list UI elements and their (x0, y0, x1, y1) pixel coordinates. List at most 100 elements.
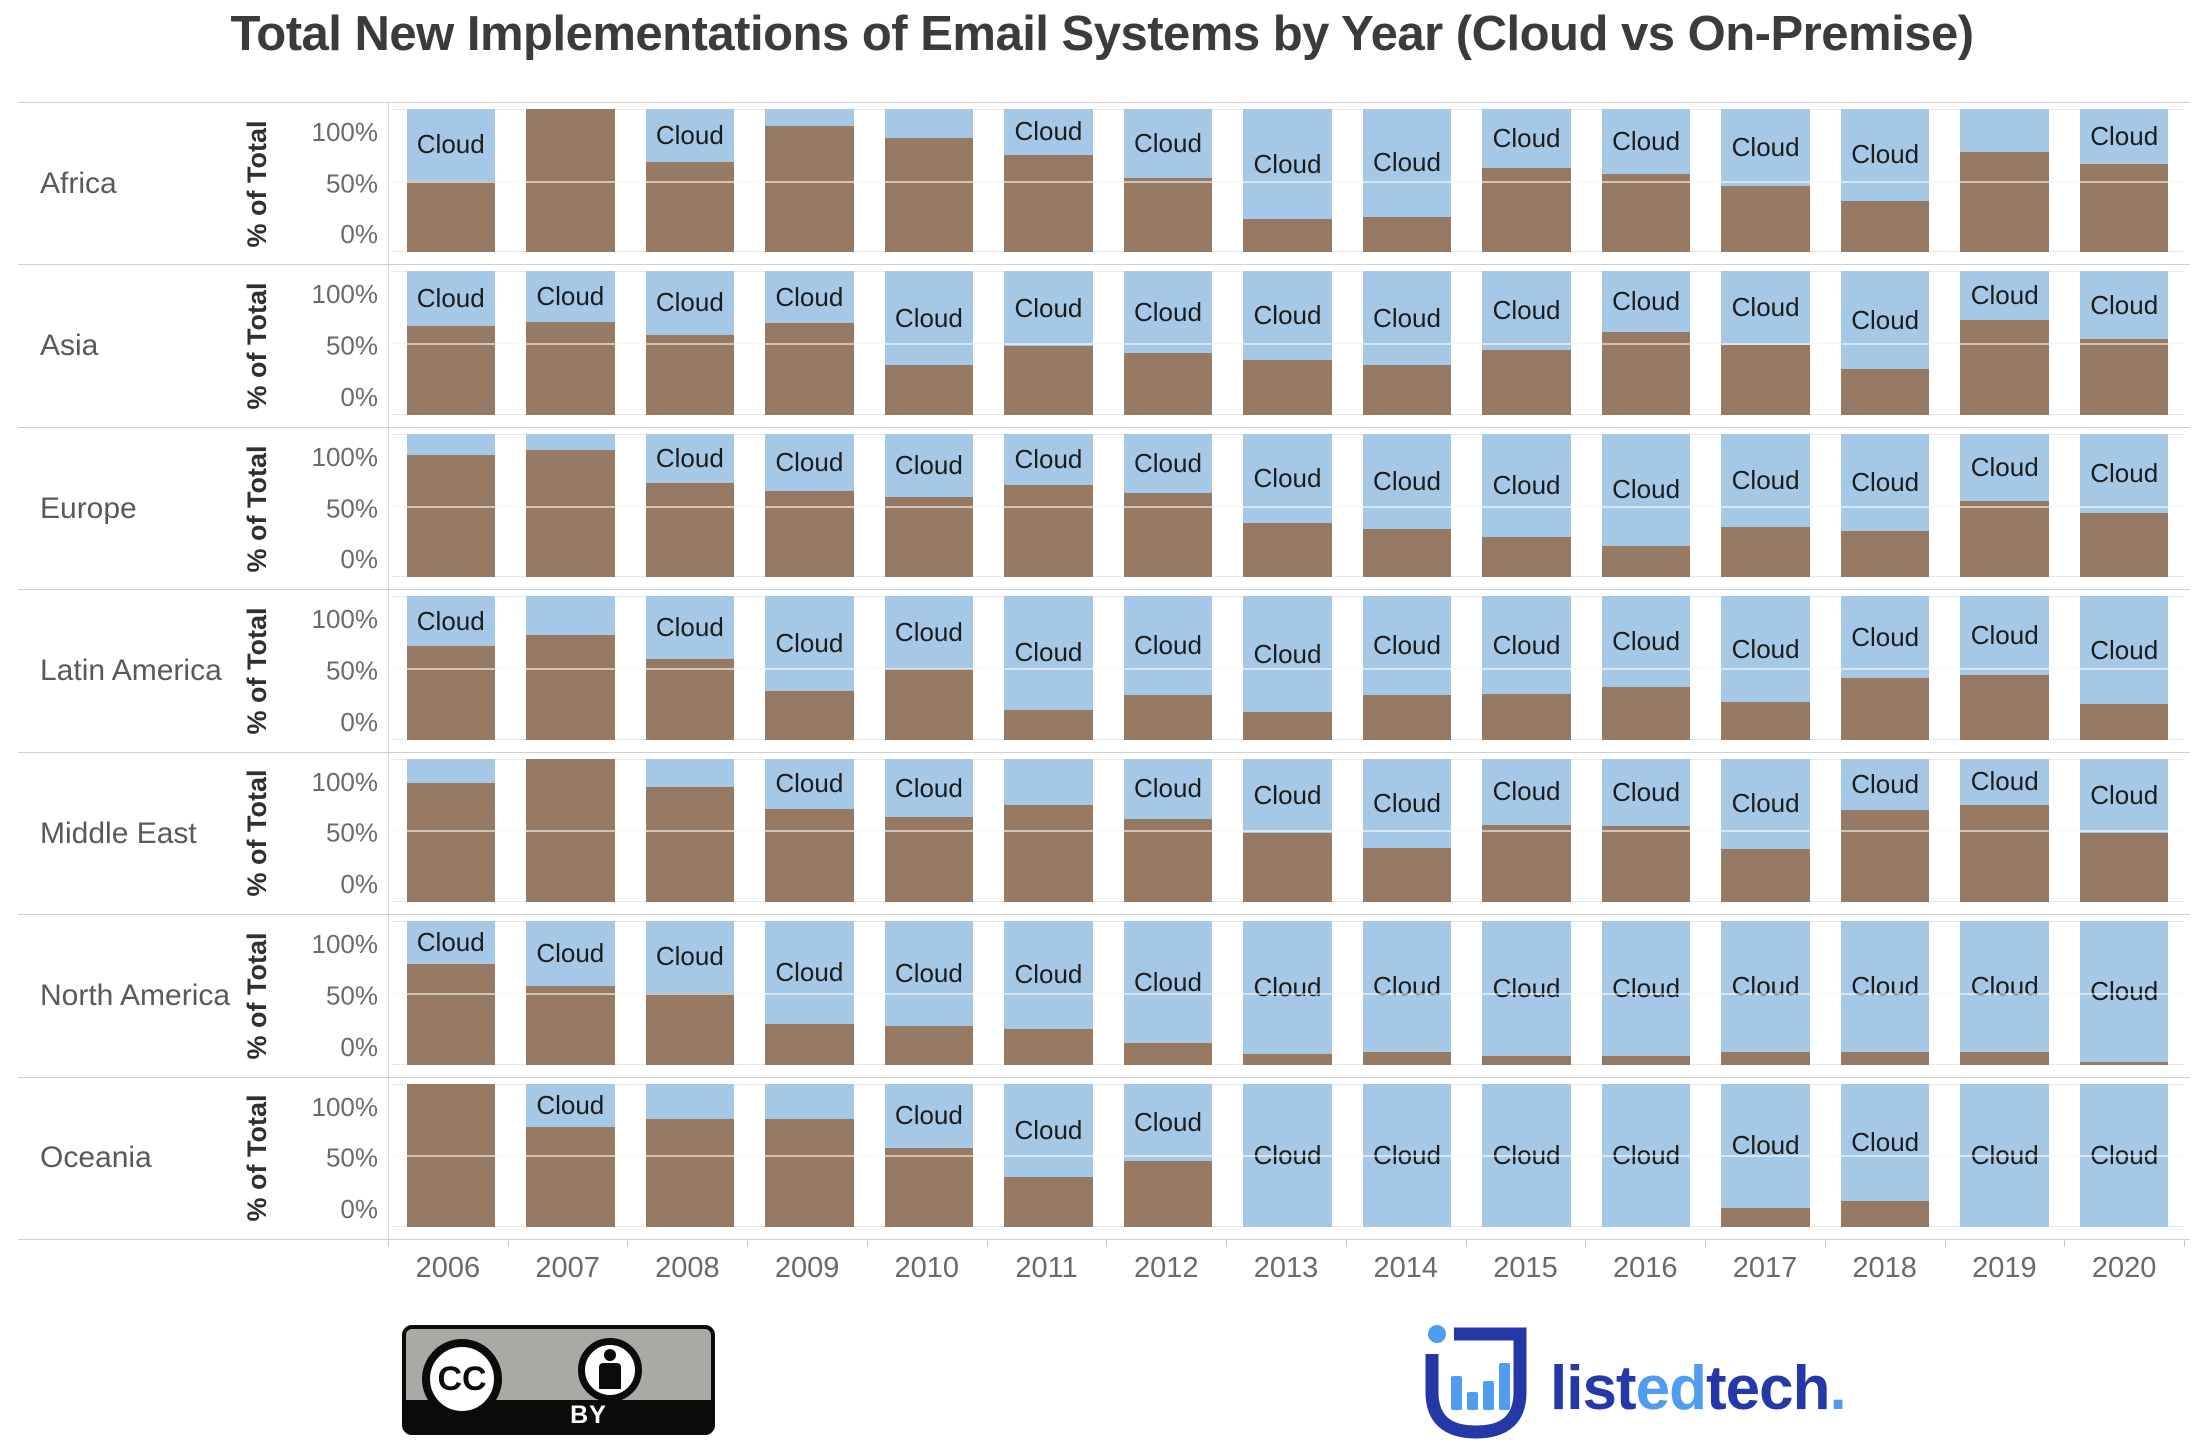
stacked-bar-oceania-2018[interactable]: Cloud (1840, 1083, 1930, 1227)
onpremise-segment[interactable] (526, 634, 615, 740)
cloud-segment[interactable]: Cloud (884, 433, 974, 497)
stacked-bar-north-america-2007[interactable]: Cloud (526, 921, 615, 1065)
stacked-bar-oceania-2019[interactable]: Cloud (1960, 1083, 2049, 1227)
cloud-segment[interactable]: Cloud (765, 758, 854, 809)
stacked-bar-africa-2015[interactable]: Cloud (1482, 109, 1571, 253)
cloud-segment[interactable] (406, 758, 495, 784)
stacked-bar-asia-2008[interactable]: Cloud (645, 271, 735, 415)
stacked-bar-middle-east-2017[interactable]: Cloud (1721, 758, 1810, 903)
onpremise-segment[interactable] (1721, 849, 1810, 903)
onpremise-segment[interactable] (884, 137, 974, 253)
onpremise-segment[interactable] (2080, 338, 2169, 415)
cloud-segment[interactable]: Cloud (1960, 1083, 2049, 1227)
cloud-segment[interactable]: Cloud (1362, 433, 1452, 529)
onpremise-segment[interactable] (645, 1119, 735, 1227)
cloud-segment[interactable]: Cloud (1123, 1083, 1213, 1161)
cloud-segment[interactable]: Cloud (1243, 596, 1332, 713)
onpremise-segment[interactable] (1721, 344, 1810, 415)
onpremise-segment[interactable] (884, 496, 974, 578)
cloud-segment[interactable]: Cloud (884, 758, 974, 818)
onpremise-segment[interactable] (1123, 818, 1213, 903)
stacked-bar-middle-east-2012[interactable]: Cloud (1123, 758, 1213, 903)
onpremise-segment[interactable] (1960, 501, 2049, 578)
onpremise-segment[interactable] (1601, 331, 1691, 415)
stacked-bar-asia-2015[interactable]: Cloud (1482, 271, 1571, 415)
onpremise-segment[interactable] (1123, 353, 1213, 415)
stacked-bar-asia-2010[interactable]: Cloud (884, 271, 974, 415)
cloud-segment[interactable]: Cloud (1601, 1083, 1691, 1227)
onpremise-segment[interactable] (884, 1025, 974, 1065)
onpremise-segment[interactable] (884, 364, 974, 415)
cloud-segment[interactable]: Cloud (1123, 758, 1213, 819)
onpremise-segment[interactable] (406, 455, 495, 578)
stacked-bar-europe-2013[interactable]: Cloud (1243, 433, 1332, 578)
onpremise-segment[interactable] (645, 334, 735, 415)
onpremise-segment[interactable] (1482, 350, 1571, 415)
onpremise-segment[interactable] (884, 1148, 974, 1227)
stacked-bar-europe-2006[interactable] (406, 433, 495, 578)
onpremise-segment[interactable] (1601, 826, 1691, 903)
stacked-bar-africa-2011[interactable]: Cloud (1004, 109, 1093, 253)
onpremise-segment[interactable] (1601, 1055, 1691, 1065)
cc-by-license-badge[interactable]: BY CC (402, 1325, 715, 1435)
cloud-segment[interactable]: Cloud (884, 596, 974, 670)
onpremise-segment[interactable] (2080, 512, 2169, 578)
onpremise-segment[interactable] (1840, 678, 1930, 740)
stacked-bar-middle-east-2016[interactable]: Cloud (1601, 758, 1691, 903)
stacked-bar-north-america-2017[interactable]: Cloud (1721, 921, 1810, 1065)
cloud-segment[interactable]: Cloud (1721, 596, 1810, 703)
onpremise-segment[interactable] (1482, 167, 1571, 253)
stacked-bar-latin-america-2008[interactable]: Cloud (645, 596, 735, 740)
cloud-segment[interactable]: Cloud (1601, 921, 1691, 1056)
stacked-bar-middle-east-2020[interactable]: Cloud (2080, 758, 2169, 903)
stacked-bar-oceania-2014[interactable]: Cloud (1362, 1083, 1452, 1227)
stacked-bar-europe-2015[interactable]: Cloud (1482, 433, 1571, 578)
onpremise-segment[interactable] (1960, 675, 2049, 740)
cloud-segment[interactable]: Cloud (526, 921, 615, 986)
cloud-segment[interactable]: Cloud (1601, 433, 1691, 546)
onpremise-segment[interactable] (1004, 154, 1093, 253)
onpremise-segment[interactable] (526, 449, 615, 578)
onpremise-segment[interactable] (1721, 1051, 1810, 1065)
onpremise-segment[interactable] (1004, 1176, 1093, 1227)
stacked-bar-oceania-2007[interactable]: Cloud (526, 1083, 615, 1227)
onpremise-segment[interactable] (1123, 695, 1213, 740)
cloud-segment[interactable]: Cloud (2080, 921, 2169, 1062)
cloud-segment[interactable]: Cloud (1721, 921, 1810, 1052)
cloud-segment[interactable]: Cloud (406, 921, 495, 965)
cloud-segment[interactable]: Cloud (1601, 758, 1691, 827)
cloud-segment[interactable] (1004, 758, 1093, 805)
stacked-bar-north-america-2020[interactable]: Cloud (2080, 921, 2169, 1065)
onpremise-segment[interactable] (1601, 545, 1691, 578)
cloud-segment[interactable]: Cloud (1243, 271, 1332, 361)
onpremise-segment[interactable] (2080, 163, 2169, 253)
onpremise-segment[interactable] (406, 325, 495, 415)
stacked-bar-africa-2017[interactable]: Cloud (1721, 109, 1810, 253)
stacked-bar-latin-america-2013[interactable]: Cloud (1243, 596, 1332, 740)
stacked-bar-north-america-2013[interactable]: Cloud (1243, 921, 1332, 1065)
cloud-segment[interactable] (406, 433, 495, 456)
cloud-segment[interactable]: Cloud (1362, 1083, 1452, 1227)
cloud-segment[interactable]: Cloud (645, 109, 735, 163)
onpremise-segment[interactable] (1243, 833, 1332, 903)
onpremise-segment[interactable] (1243, 522, 1332, 578)
stacked-bar-middle-east-2010[interactable]: Cloud (884, 758, 974, 903)
cloud-segment[interactable]: Cloud (1482, 921, 1571, 1056)
cloud-segment[interactable]: Cloud (1123, 596, 1213, 696)
cloud-segment[interactable]: Cloud (406, 596, 495, 647)
stacked-bar-africa-2008[interactable]: Cloud (645, 109, 735, 253)
cloud-segment[interactable]: Cloud (1243, 109, 1332, 220)
cloud-segment[interactable]: Cloud (1840, 921, 1930, 1052)
onpremise-segment[interactable] (884, 669, 974, 740)
stacked-bar-latin-america-2016[interactable]: Cloud (1601, 596, 1691, 740)
cloud-segment[interactable]: Cloud (2080, 758, 2169, 834)
onpremise-segment[interactable] (1601, 686, 1691, 740)
onpremise-segment[interactable] (406, 1083, 495, 1227)
onpremise-segment[interactable] (1482, 824, 1571, 903)
onpremise-segment[interactable] (765, 323, 854, 415)
cloud-segment[interactable]: Cloud (1840, 1083, 1930, 1202)
onpremise-segment[interactable] (1362, 847, 1452, 903)
onpremise-segment[interactable] (1960, 152, 2049, 253)
onpremise-segment[interactable] (2080, 703, 2169, 740)
stacked-bar-asia-2006[interactable]: Cloud (406, 271, 495, 415)
